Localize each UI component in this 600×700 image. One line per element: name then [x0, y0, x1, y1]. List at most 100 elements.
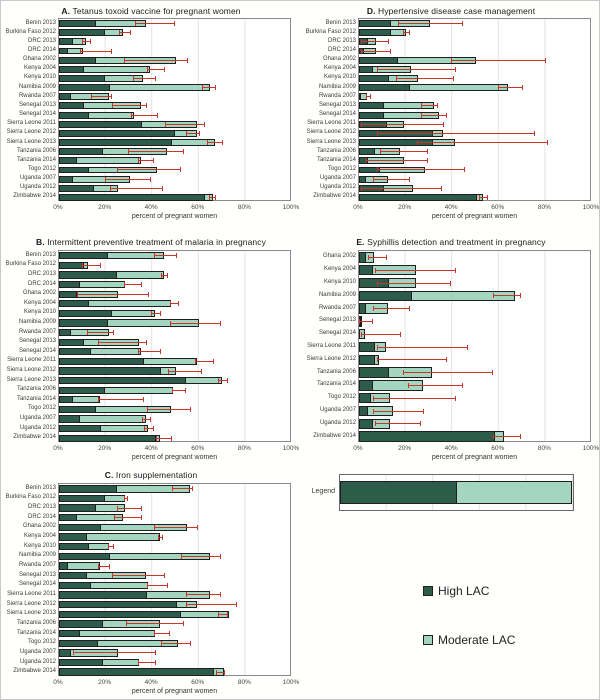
error-bar-cap-right	[180, 167, 182, 173]
row-label: DRC 2014	[27, 280, 56, 287]
row-label: Uganda 2012	[19, 424, 56, 431]
error-bar-cap-left	[144, 426, 146, 432]
error-bar	[172, 389, 187, 391]
error-bar-cap-right	[455, 395, 457, 401]
bar-high-segment	[59, 38, 73, 46]
error-bar	[206, 142, 223, 144]
error-bar-cap-left	[137, 349, 139, 355]
x-tick: 0%	[53, 204, 63, 211]
row-label: Uganda 2007	[319, 406, 356, 413]
row-label: Senegal 2013	[318, 101, 356, 108]
bar-moderate-segment	[88, 300, 172, 308]
panel-e-plot	[358, 250, 591, 442]
error-bar-cap-right	[152, 426, 154, 432]
row-label: Sierra Leone 2013	[6, 376, 56, 383]
row-label: Uganda 2007	[19, 414, 56, 421]
moderate-lac-swatch-icon	[423, 635, 433, 645]
error-bar-cap-left	[372, 176, 374, 182]
error-bar-cap-left	[109, 185, 111, 191]
error-bar	[167, 370, 203, 372]
error-bar-cap-right	[491, 370, 493, 376]
bar-high-segment	[59, 424, 101, 433]
bar-moderate-segment	[83, 65, 151, 73]
row-label: Senegal 2014	[18, 347, 56, 354]
bar-high-segment	[59, 386, 106, 394]
error-bar-cap-left	[186, 602, 188, 608]
error-bar	[372, 308, 410, 310]
error-bar-cap-right	[164, 66, 166, 72]
error-bar	[451, 59, 547, 61]
error-bar-cap-right	[90, 39, 92, 45]
bar-high-segment	[59, 348, 92, 356]
error-bar-cap-right	[129, 30, 131, 36]
error-bar-cap-right	[519, 434, 521, 440]
row-label: Rwanda 2007	[318, 92, 356, 99]
bar-moderate-segment	[76, 157, 142, 165]
bar-high-segment	[59, 139, 173, 146]
error-bar	[218, 380, 228, 382]
error-bar	[216, 671, 226, 673]
error-bar-cap-right	[141, 282, 143, 288]
error-bar	[153, 255, 177, 257]
row-label: Namibia 2009	[18, 83, 56, 90]
row-label: Benin 2013	[25, 251, 56, 258]
error-bar-cap-right	[141, 515, 143, 521]
error-bar-cap-right	[219, 592, 221, 598]
error-bar	[135, 23, 175, 25]
x-tick: 100%	[282, 445, 300, 452]
error-bar-cap-right	[155, 650, 157, 656]
row-label: Senegal 2014	[318, 330, 356, 337]
x-tick: 40%	[144, 679, 158, 686]
bar-high-segment	[59, 261, 85, 270]
error-bar-cap-left	[146, 582, 148, 588]
x-tick: 20%	[398, 445, 412, 452]
error-bar	[181, 555, 221, 557]
error-bar	[144, 428, 154, 430]
row-label: Uganda 2012	[19, 658, 56, 665]
row-label: Sierra Leone 2011	[7, 120, 56, 127]
bar-high-segment	[59, 523, 101, 532]
panel-b-plot	[58, 250, 291, 442]
error-bar-cap-right	[461, 382, 463, 388]
bar-high-segment	[59, 668, 214, 676]
error-bar-cap-left	[135, 21, 137, 27]
error-bar-cap-left	[195, 358, 197, 364]
row-label: Burkina Faso 2012	[5, 28, 56, 35]
error-bar-cap-right	[150, 416, 152, 422]
error-bar-cap-left	[112, 103, 114, 109]
bar-moderate-segment	[108, 84, 211, 92]
panel-title-text: Iron supplementation	[115, 470, 198, 480]
error-bar	[146, 584, 168, 586]
error-bar-cap-left	[209, 194, 211, 200]
x-tick: 20%	[98, 679, 112, 686]
bar-high-segment	[59, 338, 85, 346]
error-bar-cap-left	[479, 194, 481, 200]
error-bar-cap-left	[98, 397, 100, 403]
error-bar-cap-right	[455, 267, 457, 273]
error-bar-cap-right	[441, 185, 443, 191]
bar-high-segment	[59, 581, 92, 590]
bar-high-segment	[59, 309, 113, 318]
panel-title-text: Intermittent preventive treatment of mal…	[47, 237, 266, 247]
error-bar-cap-right	[143, 397, 145, 403]
error-bar-cap-left	[377, 344, 379, 350]
row-label: Burkina Faso 2012	[305, 28, 356, 35]
x-tick: 80%	[237, 445, 251, 452]
bar-moderate-segment	[90, 581, 149, 590]
panel-letter: B.	[36, 237, 48, 247]
error-bar	[492, 436, 521, 438]
error-bar-cap-right	[445, 357, 447, 363]
error-bar-cap-right	[461, 21, 463, 27]
row-label: Ghana 2002	[22, 290, 56, 297]
error-bar-cap-right	[385, 254, 387, 260]
bar-high-segment	[359, 193, 477, 201]
error-bar	[375, 269, 456, 271]
error-bar	[172, 488, 193, 490]
error-bar-cap-right	[408, 306, 410, 312]
error-bar	[377, 359, 447, 361]
error-bar-cap-left	[181, 553, 183, 559]
bar-high-segment	[359, 148, 376, 156]
row-label: Sierra Leone 2012	[6, 129, 56, 136]
row-label: Senegal 2013	[18, 338, 56, 345]
x-tick: 40%	[144, 445, 158, 452]
